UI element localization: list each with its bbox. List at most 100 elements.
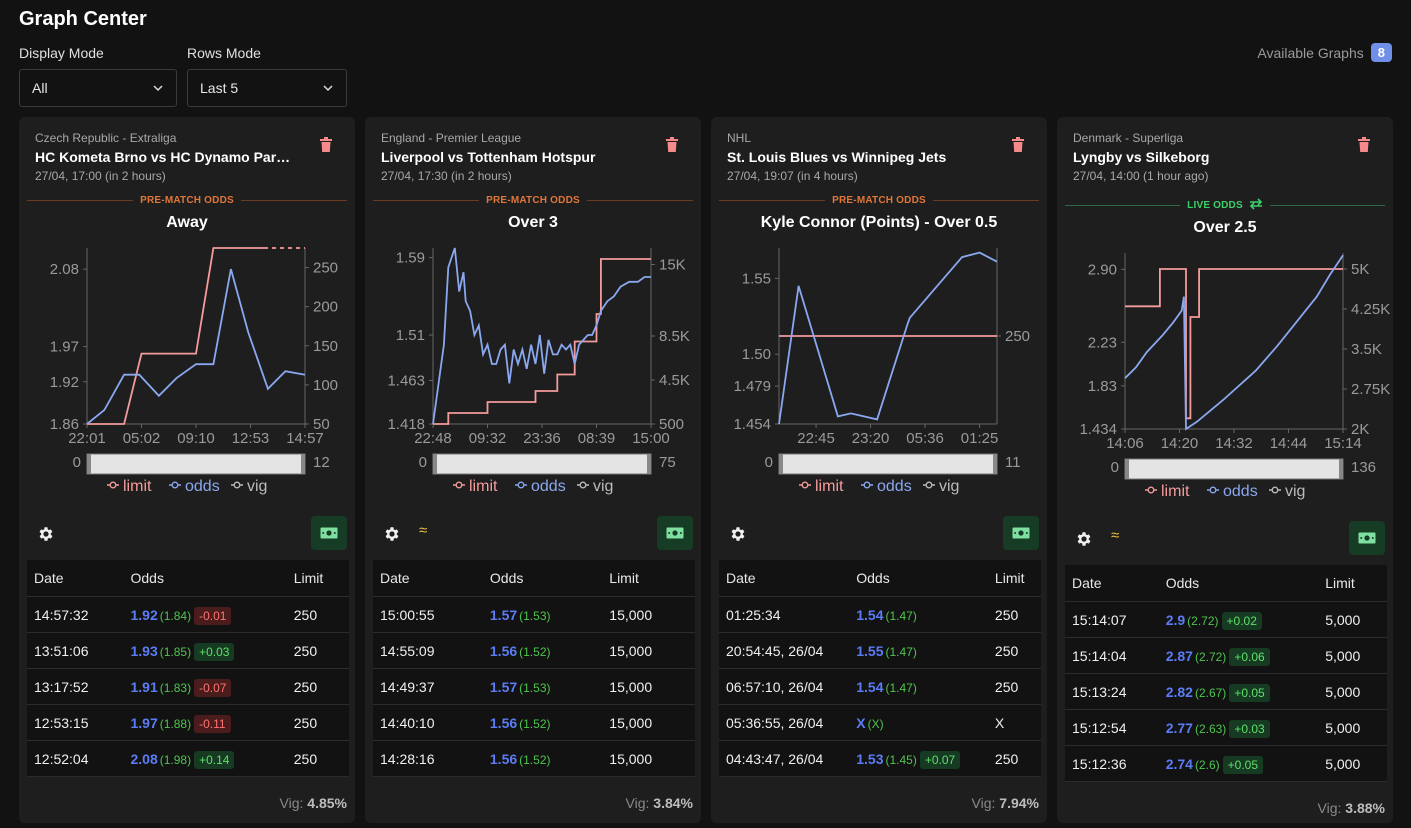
legend-item-limit[interactable]: limit [799, 478, 844, 495]
legend-item-odds[interactable]: odds [515, 478, 566, 495]
delete-button[interactable] [319, 137, 333, 153]
display-mode-select[interactable]: All [19, 69, 177, 107]
chart-toolbar [27, 516, 347, 552]
row-odds: 2.87 (2.72) +0.06 [1158, 637, 1319, 674]
row-odds: 2.08 (1.98) +0.14 [123, 740, 287, 777]
money-button[interactable] [311, 516, 347, 550]
vig-label: Vig: [971, 795, 996, 811]
money-button[interactable] [1003, 516, 1039, 550]
odds-value: 1.56 [489, 750, 518, 767]
table-row: 15:14:04 2.87 (2.72) +0.06 5,000 [1065, 637, 1387, 674]
gear-icon [39, 527, 53, 541]
legend-item-vig[interactable]: vig [577, 478, 613, 495]
no-vig-odds: (1.45) [885, 752, 917, 767]
legend-item-limit[interactable]: limit [1145, 483, 1190, 500]
row-odds: 1.93 (1.85) +0.03 [123, 632, 287, 669]
y-left-tick-label: 1.97 [50, 339, 79, 356]
page-title: Graph Center [19, 8, 147, 30]
odds-chart: 2.90 2.23 1.83 1.434 5K 4.25K 3.5K 2.75K 2K 14:06… [1079, 253, 1390, 500]
no-vig-odds: (2.67) [1194, 685, 1227, 700]
y-left-tick-label: 1.434 [1079, 421, 1117, 438]
league-name: England - Premier League [381, 131, 522, 145]
row-odds: 1.55 (1.47) [849, 632, 988, 669]
row-date: 20:54:45, 26/04 [719, 632, 850, 669]
settings-button[interactable] [1075, 530, 1093, 548]
delete-button[interactable] [1357, 137, 1371, 153]
swap-icon[interactable] [1249, 197, 1263, 213]
column-header-odds: Odds [849, 560, 988, 597]
settings-button[interactable] [383, 525, 401, 543]
legend-item-vig[interactable]: vig [1269, 483, 1305, 500]
legend-item-odds[interactable]: odds [861, 478, 912, 495]
range-handle-left[interactable] [1125, 459, 1129, 479]
divider [1065, 204, 1181, 206]
range-handle-right[interactable] [1339, 459, 1343, 479]
row-limit: 250 [286, 668, 349, 705]
chart-toolbar: ≈ [1065, 521, 1385, 557]
legend-item-vig[interactable]: vig [231, 478, 267, 495]
legend-item-odds[interactable]: odds [169, 478, 220, 495]
gear-icon [731, 527, 745, 541]
row-limit: 250 [987, 740, 1041, 777]
range-handle-right[interactable] [301, 454, 305, 474]
rows-mode-select[interactable]: Last 5 [187, 69, 347, 107]
legend-marker [517, 481, 525, 489]
display-mode-value: All [32, 80, 48, 96]
legend-item-limit[interactable]: limit [453, 478, 498, 495]
legend-label: odds [1223, 483, 1258, 500]
delete-button[interactable] [1011, 137, 1025, 153]
range-slider[interactable] [1124, 458, 1344, 480]
series-line-odds [778, 251, 998, 425]
chart-toolbar: ≈ [373, 516, 693, 552]
y-left-tick-label: 2.90 [1088, 261, 1117, 278]
row-odds: 1.97 (1.88) -0.11 [123, 704, 287, 741]
table-header-row: Date Odds Limit [373, 560, 695, 597]
odds-change-badge: +0.05 [1229, 683, 1270, 702]
match-time: 27/04, 17:00 (in 2 hours) [35, 169, 166, 183]
settings-button[interactable] [729, 525, 747, 543]
delete-button[interactable] [665, 137, 679, 153]
range-handle-right[interactable] [993, 454, 997, 474]
range-slider[interactable] [432, 453, 652, 475]
range-handle-left[interactable] [87, 454, 91, 474]
league-name: Denmark - Superliga [1073, 131, 1184, 145]
row-date: 15:12:36 [1065, 745, 1159, 782]
range-handle-left[interactable] [433, 454, 437, 474]
range-slider[interactable] [86, 453, 306, 475]
settings-button[interactable] [37, 525, 55, 543]
legend-item-vig[interactable]: vig [923, 478, 959, 495]
row-odds: 1.56 (1.52) [482, 632, 603, 669]
odds-value: 1.55 [856, 642, 884, 659]
x-tick-label: 05:36 [906, 430, 944, 447]
legend-label: vig [1285, 483, 1305, 500]
graph-card: Czech Republic - Extraliga HC Kometa Brno… [19, 117, 355, 823]
money-button[interactable] [1349, 521, 1385, 555]
table-row: 14:28:16 1.56 (1.52) 15,000 [373, 740, 695, 777]
approx-icon[interactable]: ≈ [419, 522, 428, 539]
no-vig-odds: (1.88) [159, 716, 192, 731]
range-slider[interactable] [778, 453, 998, 475]
money-button[interactable] [657, 516, 693, 550]
chevron-down-icon [323, 85, 333, 92]
odds-value: 2.9 [1165, 611, 1186, 628]
legend-label: vig [593, 478, 613, 495]
odds-value: 2.82 [1165, 683, 1193, 700]
range-handle-right[interactable] [647, 454, 651, 474]
legend-marker [925, 481, 933, 489]
row-date: 14:55:09 [373, 632, 483, 669]
legend-item-limit[interactable]: limit [107, 478, 152, 495]
odds-table: Date Odds Limit 15:00:55 1.57 (1.53) 15,000 14:… [373, 560, 695, 777]
x-tick-label: 05:02 [123, 430, 161, 447]
approx-icon[interactable]: ≈ [1111, 527, 1120, 544]
range-handle-left[interactable] [779, 454, 783, 474]
odds-table: Date Odds Limit 15:14:07 2.9 (2.72) +0.02 5,000… [1065, 565, 1387, 782]
x-tick-label: 09:10 [177, 430, 215, 447]
row-odds: 1.57 (1.53) [482, 668, 603, 705]
no-vig-odds: (1.52) [519, 716, 551, 731]
gear-icon [385, 527, 399, 541]
display-mode-label: Display Mode [19, 45, 104, 61]
y-left-tick-label: 1.86 [50, 416, 79, 433]
y-left-tick-label: 1.418 [387, 416, 425, 433]
series-line-odds [432, 247, 651, 425]
legend-item-odds[interactable]: odds [1207, 483, 1258, 500]
